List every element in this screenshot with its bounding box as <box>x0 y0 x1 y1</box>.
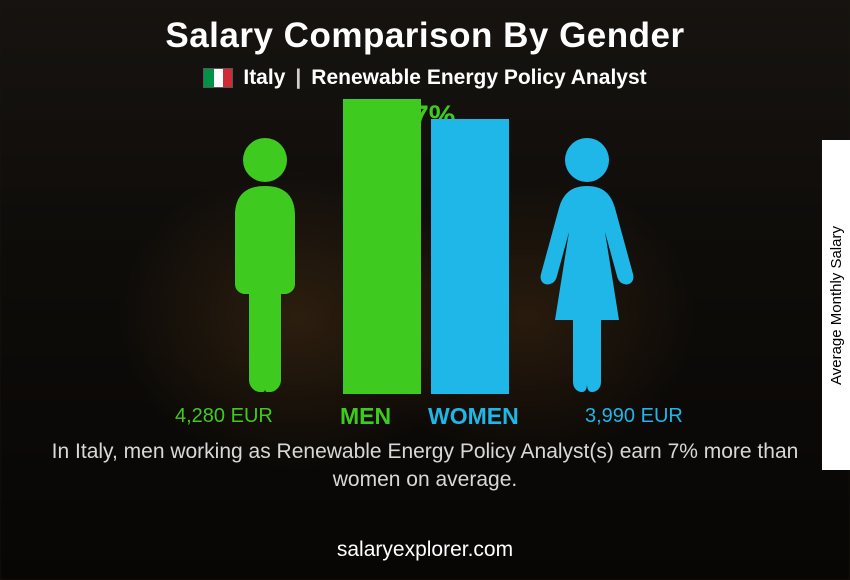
chart-area: +7% 4,280 EUR MEN WOMEN 3,990 EUR <box>145 100 705 430</box>
y-axis-label: Average Monthly Salary <box>828 226 845 385</box>
flag-stripe-white <box>214 69 223 87</box>
male-svg <box>205 134 325 394</box>
subtitle-row: Italy | Renewable Energy Policy Analyst <box>0 66 850 90</box>
y-axis-label-strip: Average Monthly Salary <box>822 140 850 470</box>
subtitle-separator: | <box>295 66 301 90</box>
female-figure-icon <box>527 134 647 394</box>
caption-text: In Italy, men working as Renewable Energ… <box>45 438 805 495</box>
subtitle-country: Italy <box>243 66 285 90</box>
flag-stripe-red <box>223 69 232 87</box>
women-bar <box>431 119 509 394</box>
label-row: 4,280 EUR MEN WOMEN 3,990 EUR <box>145 400 705 430</box>
content-root: Salary Comparison By Gender Italy | Rene… <box>0 0 850 580</box>
italy-flag-icon <box>203 68 233 88</box>
women-value: 3,990 EUR <box>585 405 683 428</box>
men-bar <box>343 99 421 394</box>
men-label: MEN <box>340 403 391 430</box>
footer-source: salaryexplorer.com <box>0 538 850 562</box>
women-label: WOMEN <box>428 403 519 430</box>
flag-stripe-green <box>204 69 213 87</box>
men-value: 4,280 EUR <box>175 405 273 428</box>
female-svg <box>527 134 647 394</box>
male-figure-icon <box>205 134 325 394</box>
page-title: Salary Comparison By Gender <box>0 0 850 56</box>
subtitle-role: Renewable Energy Policy Analyst <box>311 66 646 90</box>
